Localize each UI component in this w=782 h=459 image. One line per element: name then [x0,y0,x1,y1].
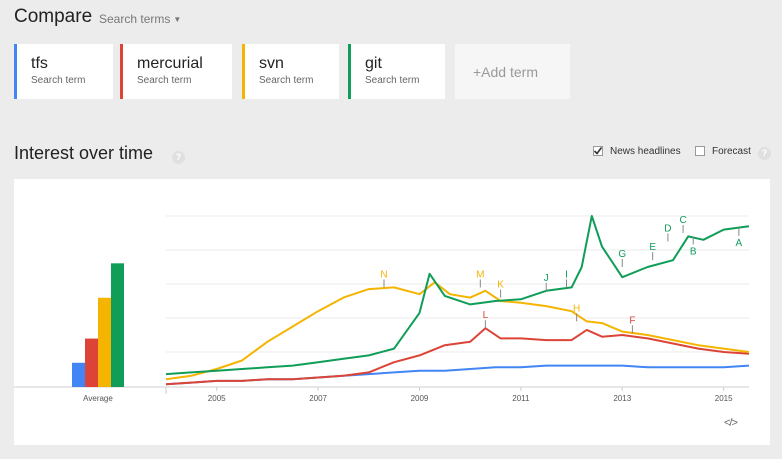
annotation-C: C [679,215,686,226]
average-bar-tfs [72,362,85,387]
annotation-K: K [497,280,504,291]
add-term-button[interactable]: +Add term [455,44,570,99]
x-tick-label: 2007 [309,394,327,403]
annotation-B: B [690,246,697,257]
forecast-checkbox[interactable] [695,146,705,156]
series-line-svn [165,281,750,381]
annotation-G: G [618,249,626,260]
annotation-N: N [380,269,387,280]
term-sublabel: Search term [31,75,86,86]
term-card-svn[interactable]: svn Search term [242,44,339,99]
forecast-help-icon[interactable]: ? [758,147,771,160]
page-title: Compare [14,6,93,27]
caret-down-icon: ▼ [173,15,182,24]
x-tick-label: 2015 [715,394,733,403]
average-bar-git [111,263,124,387]
checkmark-icon [593,147,603,155]
x-tick-label: 2013 [613,394,631,403]
annotation-L: L [483,310,489,321]
average-label: Average [83,394,113,403]
annotation-J: J [544,273,549,284]
news-headlines-label[interactable]: News headlines [610,146,681,157]
chart-panel: Average 2005 2007 2009 2011 2013 2015 N M K L J I H G F… [14,179,770,445]
annotation-M: M [476,269,484,280]
term-color-bar [120,44,123,99]
term-color-bar [14,44,17,99]
interest-chart: Average 2005 2007 2009 2011 2013 2015 N M K L J I H G F… [14,215,750,403]
x-tick-label: 2009 [411,394,429,403]
term-name: svn [259,55,284,72]
section-title: Interest over time [14,143,154,163]
term-card-mercurial[interactable]: mercurial Search term [120,44,232,99]
term-name: git [365,55,382,72]
term-card-tfs[interactable]: tfs Search term [14,44,113,99]
help-icon[interactable]: ? [172,151,185,164]
term-color-bar [348,44,351,99]
annotation-F: F [629,315,635,326]
term-color-bar [242,44,245,99]
search-terms-dropdown[interactable]: Search terms ▼ [99,12,181,26]
series-line-mercurial [165,327,750,386]
search-terms-label: Search terms [99,12,171,26]
term-name: tfs [31,55,48,72]
term-sublabel: Search term [365,75,420,86]
forecast-label[interactable]: Forecast [712,146,751,157]
annotation-I: I [565,269,568,280]
annotation-A: A [736,238,743,249]
average-bar-mercurial [85,338,98,387]
term-card-git[interactable]: git Search term [348,44,445,99]
term-sublabel: Search term [137,75,192,86]
average-bar-svn [98,297,111,387]
embed-code-icon[interactable]: </> [724,417,738,429]
annotation-D: D [664,224,671,235]
news-headlines-checkbox[interactable] [593,146,603,156]
x-tick-label: 2005 [208,394,226,403]
series-line-git [165,215,750,376]
x-tick-label: 2011 [512,394,530,403]
term-sublabel: Search term [259,75,314,86]
annotation-E: E [649,242,656,253]
term-name: mercurial [137,55,203,72]
annotation-H: H [573,303,580,314]
